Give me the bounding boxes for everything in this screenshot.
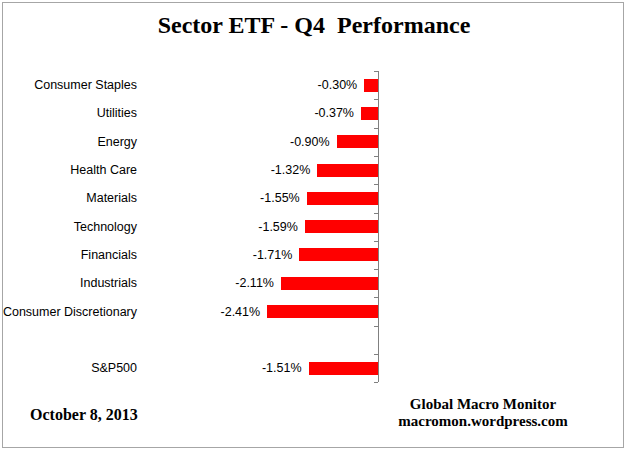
value-label: -0.90% bbox=[290, 134, 330, 150]
category-label: Materials bbox=[86, 190, 137, 206]
value-label: -2.11% bbox=[235, 275, 274, 291]
category-label: Financials bbox=[81, 247, 137, 263]
category-label: Consumer Discretionary bbox=[3, 304, 137, 320]
category-label: S&P500 bbox=[91, 360, 137, 376]
axis-tick bbox=[374, 297, 378, 298]
bar bbox=[267, 305, 378, 318]
axis-tick bbox=[374, 269, 378, 270]
brand-block: Global Macro Monitor macromon.wordpress.… bbox=[383, 396, 583, 430]
category-label: Technology bbox=[74, 219, 137, 235]
value-label: -1.55% bbox=[260, 190, 300, 206]
axis-tick bbox=[374, 241, 378, 242]
category-label: Utilities bbox=[97, 105, 137, 121]
bar bbox=[309, 362, 378, 375]
axis-tick bbox=[374, 156, 378, 157]
category-axis-line bbox=[378, 71, 379, 382]
axis-tick bbox=[374, 354, 378, 355]
chart-title: Sector ETF - Q4 Performance bbox=[0, 12, 628, 39]
axis-tick bbox=[374, 382, 378, 383]
category-label: Health Care bbox=[70, 162, 137, 178]
category-label: Energy bbox=[97, 134, 137, 150]
category-label: Consumer Staples bbox=[34, 77, 137, 93]
bar bbox=[281, 277, 378, 290]
axis-tick bbox=[374, 99, 378, 100]
bar bbox=[307, 192, 378, 205]
axis-tick bbox=[374, 128, 378, 129]
footer-date: October 8, 2013 bbox=[30, 406, 138, 424]
brand-name: Global Macro Monitor bbox=[383, 396, 583, 413]
brand-url: macromon.wordpress.com bbox=[383, 413, 583, 430]
axis-tick bbox=[374, 326, 378, 327]
bar bbox=[337, 135, 378, 148]
axis-tick bbox=[374, 71, 378, 72]
bar bbox=[361, 107, 378, 120]
value-label: -1.51% bbox=[262, 360, 302, 376]
value-label: -1.32% bbox=[271, 162, 311, 178]
bar bbox=[317, 164, 378, 177]
axis-tick bbox=[374, 184, 378, 185]
bar bbox=[299, 248, 378, 261]
bar bbox=[305, 220, 378, 233]
value-label: -1.71% bbox=[253, 247, 293, 263]
value-label: -0.30% bbox=[318, 77, 358, 93]
axis-tick bbox=[374, 213, 378, 214]
value-label: -0.37% bbox=[314, 105, 354, 121]
bar bbox=[364, 79, 378, 92]
category-label: Industrials bbox=[80, 275, 137, 291]
value-label: -2.41% bbox=[221, 304, 261, 320]
value-label: -1.59% bbox=[258, 219, 298, 235]
